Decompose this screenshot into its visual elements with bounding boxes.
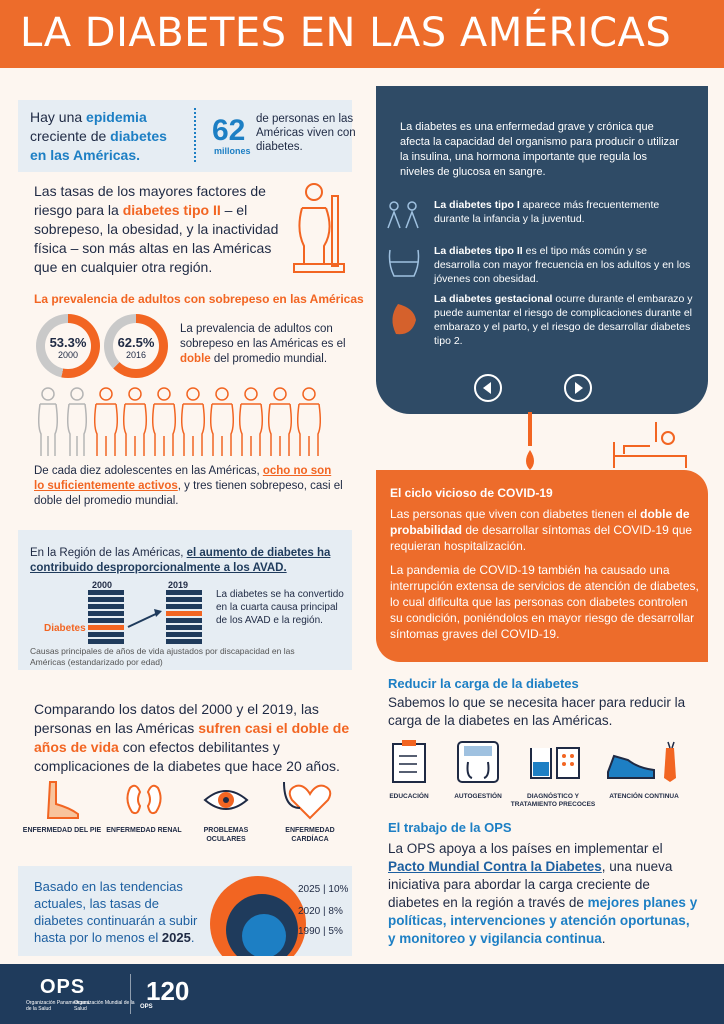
person-icon xyxy=(238,387,264,456)
avad-diabetes-label: Diabetes xyxy=(44,623,86,634)
action-continuous-care: ATENCIÓN CONTINUA xyxy=(596,738,692,801)
reduce-title: Reducir la carga de la diabetes xyxy=(388,676,579,691)
covid-paragraph-1: Las personas que viven con diabetes tien… xyxy=(390,507,693,553)
prev-button[interactable] xyxy=(474,374,502,402)
trend-box: Basado en las tendencias actuales, las t… xyxy=(18,866,352,956)
shoe-icon xyxy=(607,741,676,782)
action-education: EDUCACIÓN xyxy=(384,738,434,801)
person-icon xyxy=(267,387,293,456)
person-icon xyxy=(66,387,88,456)
person-icon xyxy=(122,387,148,456)
actions-icons: EDUCACIÓN AUTOGESTIÓN DIAGNÓSTICO Y TRAT… xyxy=(378,738,708,808)
avad-year-2019: 2019 xyxy=(168,580,189,590)
intro-box: Hay una epidemia creciente de diabetes e… xyxy=(18,100,356,172)
covid-title: El ciclo vicioso de COVID-19 xyxy=(390,486,553,500)
arrow-left-icon xyxy=(483,382,491,394)
complication-kidney: ENFERMEDAD RENAL xyxy=(104,778,184,835)
action-self-management: AUTOGESTIÓN xyxy=(448,738,508,801)
person-icon xyxy=(180,387,206,456)
info-panel: La diabetes es una enfermedad grave y cr… xyxy=(376,86,708,414)
ops-title: El trabajo de la OPS xyxy=(388,820,512,835)
page-title: LA DIABETES EN LAS AMÉRICAS xyxy=(20,10,672,56)
person-icon xyxy=(151,387,177,456)
donut-2016: 62.5% 2016 xyxy=(104,314,168,378)
next-button[interactable] xyxy=(564,374,592,402)
hospital-bed-icon xyxy=(613,422,687,468)
info-intro: La diabetes es una enfermedad grave y cr… xyxy=(400,121,679,178)
prevalence-description: La prevalencia de adultos con sobrepeso … xyxy=(180,323,346,365)
teens-text: De cada diez adolescentes en las América… xyxy=(34,465,343,507)
trend-row-2025: 2025 | 10% xyxy=(298,884,349,895)
avad-note: La diabetes se ha convertido en la cuart… xyxy=(216,589,344,626)
eye-icon xyxy=(203,790,249,810)
paho-name: Organización Panamericana de la Salud xyxy=(26,1000,90,1012)
gestational-text: La diabetes gestacional ocurre durante e… xyxy=(434,293,693,347)
complication-eye: PROBLEMAS OCULARES xyxy=(186,778,266,844)
who-name: Organización Mundial de la Salud xyxy=(74,1000,135,1012)
scale-icon xyxy=(457,741,499,783)
covid-paragraph-2: La pandemia de COVID-19 también ha causa… xyxy=(390,563,699,641)
big-number-unit: millones xyxy=(214,146,251,156)
foot-icon xyxy=(46,781,79,819)
intro-text: Hay una epidemia creciente de diabetes e… xyxy=(30,109,167,163)
avad-bars-graphic xyxy=(88,590,202,644)
trend-row-2020: 2020 | 8% xyxy=(298,906,343,917)
children-icon xyxy=(387,201,419,229)
action-diagnosis: DIAGNÓSTICO Y TRATAMIENTO PRECOCES xyxy=(508,738,598,809)
anniversary-number: 120 xyxy=(146,976,190,1006)
prevalence-title: La prevalencia de adultos con sobrepeso … xyxy=(34,292,364,306)
page-header: LA DIABETES EN LAS AMÉRICAS xyxy=(0,0,724,68)
reduce-text: Sabemos lo que se necesita hacer para re… xyxy=(388,695,686,728)
overweight-person-icon xyxy=(293,183,345,273)
big-number: 62 xyxy=(212,114,246,147)
complication-heart: ENFERMEDAD CARDÍACA xyxy=(270,778,350,844)
heart-icon xyxy=(283,781,332,820)
divider xyxy=(194,108,196,162)
kidney-icon xyxy=(126,784,162,815)
clipboard-icon xyxy=(392,740,426,783)
complication-foot: ENFERMEDAD DEL PIE xyxy=(22,778,102,835)
trend-row-1990: 1990 | 5% xyxy=(298,926,343,937)
ops-text: La OPS apoya a los países en implementar… xyxy=(388,841,698,946)
person-icon xyxy=(37,387,59,456)
person-icon xyxy=(209,387,235,456)
avad-footnote: Causas principales de años de vida ajust… xyxy=(30,646,295,667)
donut-2000: 53.3% 2000 xyxy=(36,314,100,378)
covid-box: El ciclo vicioso de COVID-19 Las persona… xyxy=(376,470,708,662)
arrow-right-icon xyxy=(575,382,583,394)
type1-text: La diabetes tipo I aparece más frecuente… xyxy=(434,199,660,225)
insulin-drop-icon xyxy=(526,412,534,470)
anniversary-prefix: OPS xyxy=(140,1004,153,1010)
avad-text: En la Región de las Américas, el aumento… xyxy=(30,547,331,574)
waist-icon xyxy=(388,249,420,277)
person-icon xyxy=(296,387,322,456)
big-number-text: de personas en las Américas viven con di… xyxy=(256,113,356,153)
ops-logo: OPS xyxy=(40,976,86,998)
test-icon xyxy=(530,747,580,779)
pregnancy-icon xyxy=(392,304,416,335)
trend-circles-graphic xyxy=(210,876,306,956)
trend-text: Basado en las tendencias actuales, las t… xyxy=(34,879,198,945)
type2-text: La diabetes tipo II es el tipo más común… xyxy=(434,245,691,285)
footer: OPS Organización Panamericana de la Salu… xyxy=(0,964,724,1024)
pacto-mundial-link[interactable]: Pacto Mundial Contra la Diabetes xyxy=(388,859,602,874)
avad-box: En la Región de las Américas, el aumento… xyxy=(18,530,352,670)
footer-divider xyxy=(130,974,131,1014)
compare-text: Comparando los datos del 2000 y el 2019,… xyxy=(34,701,350,774)
person-icon xyxy=(93,387,119,456)
risk-factors-text: Las tasas de los mayores factores de rie… xyxy=(34,183,279,275)
complications-icons: ENFERMEDAD DEL PIE ENFERMEDAD RENAL PROB… xyxy=(18,778,358,858)
people-row-icons xyxy=(37,387,322,456)
avad-year-2000: 2000 xyxy=(92,580,113,590)
